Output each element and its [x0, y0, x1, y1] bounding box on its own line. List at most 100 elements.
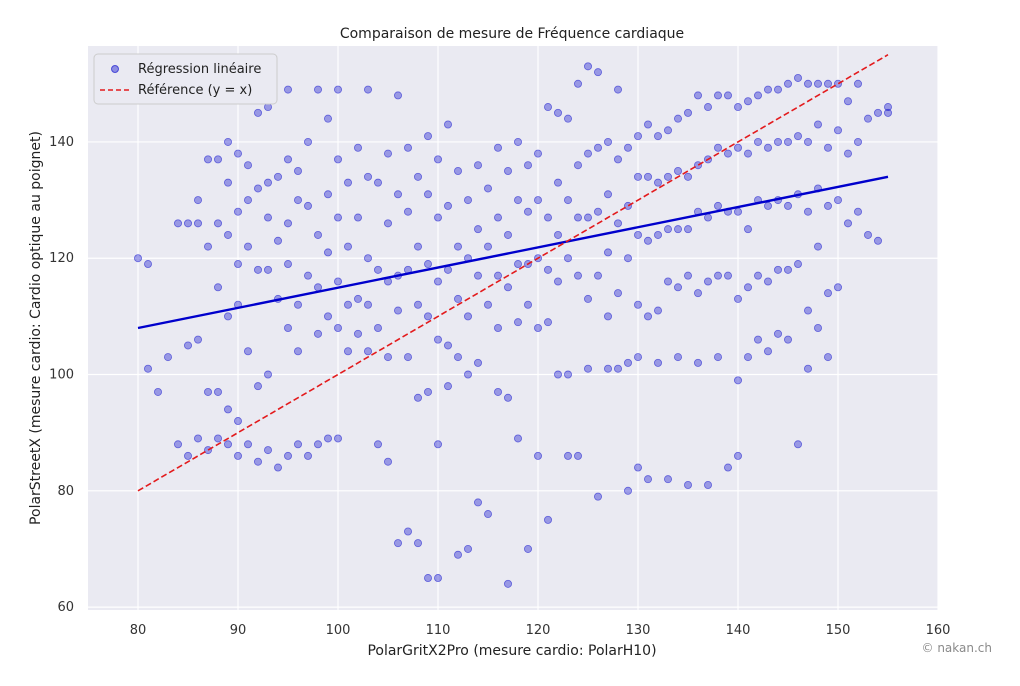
scatter-point: [213, 434, 222, 443]
y-tick-label: 60: [57, 600, 74, 615]
scatter-point: [554, 370, 563, 379]
scatter-point: [293, 440, 302, 449]
scatter-point: [283, 451, 292, 460]
scatter-point: [493, 143, 502, 152]
scatter-point: [233, 451, 242, 460]
x-tick-label: 80: [130, 623, 147, 638]
chart-title: Comparaison de mesure de Fréquence cardi…: [340, 26, 684, 42]
scatter-point: [363, 300, 372, 309]
scatter-point: [353, 294, 362, 303]
scatter-point: [173, 219, 182, 228]
scatter-point: [724, 149, 733, 158]
scatter-point: [534, 323, 543, 332]
scatter-point: [784, 79, 793, 88]
scatter-point: [644, 475, 653, 484]
scatter-point: [624, 201, 633, 210]
scatter-point: [283, 323, 292, 332]
scatter-point: [323, 312, 332, 321]
series-lines: [137, 54, 889, 492]
scatter-point: [794, 73, 803, 82]
scatter-point: [363, 347, 372, 356]
scatter-point: [644, 312, 653, 321]
scatter-point: [383, 353, 392, 362]
scatter-point: [243, 347, 252, 356]
scatter-point: [674, 225, 683, 234]
scatter-point: [273, 463, 282, 472]
scatter-point: [614, 85, 623, 94]
scatter-point: [514, 318, 523, 327]
scatter-point: [804, 137, 813, 146]
scatter-point: [514, 434, 523, 443]
scatter-point: [824, 79, 833, 88]
scatter-point: [323, 114, 332, 123]
scatter-point: [243, 440, 252, 449]
scatter-point: [393, 539, 402, 548]
scatter-point: [503, 393, 512, 402]
scatter-point: [744, 353, 753, 362]
scatter-point: [644, 172, 653, 181]
scatter-point: [774, 137, 783, 146]
scatter-point: [554, 277, 563, 286]
scatter-point: [203, 387, 212, 396]
scatter-point: [193, 196, 202, 205]
scatter-point: [493, 213, 502, 222]
scatter-point: [343, 178, 352, 187]
scatter-point: [243, 242, 252, 251]
scatter-point: [313, 329, 322, 338]
scatter-point: [544, 103, 553, 112]
scatter-point: [754, 271, 763, 280]
scatter-point: [644, 236, 653, 245]
watermark: © nakan.ch: [922, 641, 993, 655]
scatter-point: [213, 155, 222, 164]
scatter-point: [534, 451, 543, 460]
scatter-point: [604, 364, 613, 373]
scatter-point: [363, 172, 372, 181]
scatter-point: [544, 213, 553, 222]
scatter-point: [463, 312, 472, 321]
scatter-point: [764, 277, 773, 286]
scatter-point: [253, 108, 262, 117]
scatter-point: [654, 178, 663, 187]
scatter-point: [453, 353, 462, 362]
x-tick-label: 90: [230, 623, 247, 638]
scatter-point: [774, 265, 783, 274]
scatter-point: [524, 161, 533, 170]
scatter-point: [544, 265, 553, 274]
scatter-point: [594, 143, 603, 152]
scatter-point: [604, 312, 613, 321]
scatter-point: [674, 167, 683, 176]
scatter-point: [183, 341, 192, 350]
scatter-point: [674, 114, 683, 123]
scatter-point: [804, 207, 813, 216]
scatter-point: [754, 335, 763, 344]
scatter-point: [343, 242, 352, 251]
scatter-point: [684, 480, 693, 489]
scatter-point: [413, 539, 422, 548]
scatter-point: [654, 358, 663, 367]
scatter-point: [133, 254, 142, 263]
scatter-point: [433, 335, 442, 344]
scatter-point: [834, 196, 843, 205]
legend-label-regression: Régression linéaire: [138, 62, 261, 77]
scatter-point: [343, 347, 352, 356]
scatter-point: [674, 353, 683, 362]
scatter-point: [684, 271, 693, 280]
scatter-point: [163, 353, 172, 362]
scatter-point: [564, 254, 573, 263]
scatter-point: [403, 353, 412, 362]
scatter-point: [844, 97, 853, 106]
scatter-point: [283, 155, 292, 164]
scatter-point: [293, 196, 302, 205]
scatter-point: [193, 219, 202, 228]
scatter-point: [854, 137, 863, 146]
scatter-point: [423, 190, 432, 199]
scatter-point: [443, 201, 452, 210]
scatter-point: [614, 364, 623, 373]
scatter-point: [534, 149, 543, 158]
scatter-point: [514, 260, 523, 269]
scatter-point: [574, 79, 583, 88]
scatter-point: [564, 114, 573, 123]
scatter-point: [744, 283, 753, 292]
scatter-point: [574, 161, 583, 170]
scatter-point: [764, 201, 773, 210]
